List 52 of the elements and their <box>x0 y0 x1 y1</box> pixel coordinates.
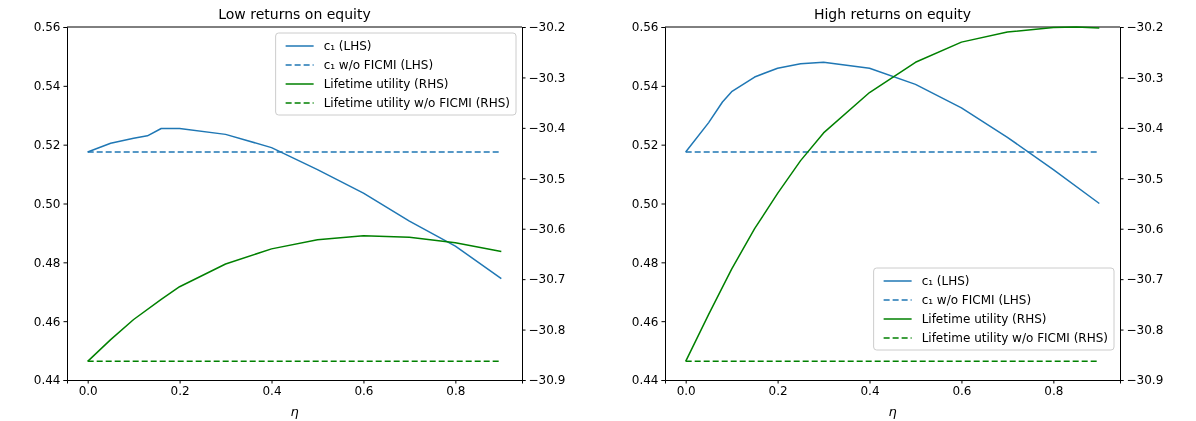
y-tick-label: 0.56 <box>33 20 61 35</box>
y2-tick-label: −30.6 <box>1126 222 1164 237</box>
y-tick-label: 0.44 <box>33 373 61 388</box>
x-tick-label: 0.6 <box>952 384 972 399</box>
x-tick-label: 0.4 <box>860 384 880 399</box>
y-tick-label: 0.52 <box>631 138 659 153</box>
y-tick-label: 0.56 <box>631 20 659 35</box>
y2-tick-label: −30.3 <box>1126 70 1164 85</box>
legend-label: Lifetime utility w/o FICMI (RHS) <box>921 331 1108 346</box>
x-tick-label: 0.2 <box>170 384 190 399</box>
y2-tick-label: −30.7 <box>528 272 566 287</box>
legend-label: c₁ w/o FICMI (LHS) <box>323 58 434 73</box>
y2-tick-label: −30.9 <box>528 373 566 388</box>
x-tick-label: 0.8 <box>1044 384 1064 399</box>
y2-tick-label: −30.6 <box>528 222 566 237</box>
y-tick-label: 0.48 <box>33 255 61 270</box>
y2-tick-label: −30.4 <box>528 121 566 136</box>
y-tick-label: 0.54 <box>33 79 61 94</box>
y-tick-label: 0.54 <box>631 79 659 94</box>
legend-label: c₁ w/o FICMI (LHS) <box>921 293 1032 308</box>
y2-tick-label: −30.9 <box>1126 373 1164 388</box>
y2-tick-label: −30.4 <box>1126 121 1164 136</box>
x-axis-title: η <box>290 404 299 419</box>
y2-tick-label: −30.2 <box>528 20 566 35</box>
y-tick-label: 0.46 <box>631 314 659 329</box>
x-axis-title: η <box>888 404 897 419</box>
y-tick-label: 0.50 <box>33 196 61 211</box>
chart-title: Low returns on equity <box>218 6 371 22</box>
legend-label: c₁ (LHS) <box>921 274 970 289</box>
x-tick-label: 0.2 <box>768 384 788 399</box>
x-tick-label: 0.6 <box>354 384 374 399</box>
y2-tick-label: −30.3 <box>528 70 566 85</box>
x-tick-label: 0.0 <box>676 384 696 399</box>
legend-label: Lifetime utility w/o FICMI (RHS) <box>323 96 510 111</box>
y2-tick-label: −30.5 <box>1126 171 1164 186</box>
y2-tick-label: −30.5 <box>528 171 566 186</box>
y2-tick-label: −30.8 <box>528 322 566 337</box>
chart-title: High returns on equity <box>813 6 972 22</box>
legend-label: Lifetime utility (RHS) <box>323 77 449 92</box>
y2-tick-label: −30.2 <box>1126 20 1164 35</box>
legend-label: Lifetime utility (RHS) <box>921 312 1047 327</box>
y-tick-label: 0.44 <box>631 373 659 388</box>
y-tick-label: 0.52 <box>33 138 61 153</box>
x-tick-label: 0.4 <box>262 384 282 399</box>
y-tick-label: 0.48 <box>631 255 659 270</box>
legend-label: c₁ (LHS) <box>323 39 372 54</box>
y2-tick-label: −30.8 <box>1126 322 1164 337</box>
y2-tick-label: −30.7 <box>1126 272 1164 287</box>
x-tick-label: 0.8 <box>446 384 466 399</box>
x-tick-label: 0.0 <box>78 384 98 399</box>
y-tick-label: 0.46 <box>33 314 61 329</box>
y-tick-label: 0.50 <box>631 196 659 211</box>
